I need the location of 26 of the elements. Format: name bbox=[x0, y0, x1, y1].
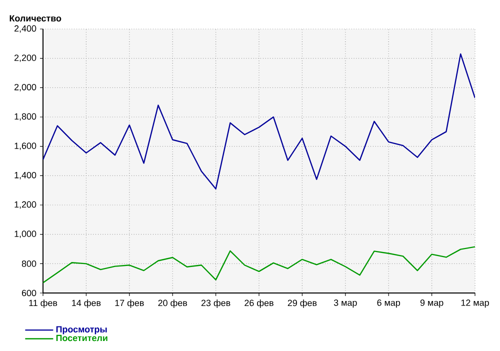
y-tick-label: 800 bbox=[22, 260, 36, 267]
y-tick-label: 1,400 bbox=[14, 172, 36, 180]
y-tick-label: 1,800 bbox=[14, 113, 36, 121]
x-tick-label: 23 фев bbox=[201, 300, 230, 308]
line-series bbox=[43, 246, 476, 284]
y-tick-label: 1,000 bbox=[14, 230, 36, 238]
x-tick-label: 12 мар bbox=[461, 300, 489, 308]
y-tick-label: 600 bbox=[22, 290, 36, 296]
x-tick-label: 14 фев bbox=[72, 300, 101, 308]
x-tick-label: 3 мар bbox=[334, 300, 357, 308]
x-tick-label: 29 фев bbox=[288, 300, 317, 308]
y-axis-title: Количество bbox=[10, 15, 62, 22]
x-tick-label: 6 мар bbox=[377, 300, 400, 308]
y-tick-label: 2,000 bbox=[14, 84, 36, 92]
y-tick-label: 1,600 bbox=[14, 142, 36, 150]
y-tick-label: 2,400 bbox=[14, 25, 36, 33]
x-tick-label: 20 фев bbox=[158, 300, 188, 308]
x-tick-label: 26 фев bbox=[244, 300, 274, 308]
y-tick-label: 1,200 bbox=[14, 201, 36, 209]
x-tick-label: 9 мар bbox=[420, 300, 444, 308]
x-tick-label: 11 фев bbox=[29, 300, 58, 308]
line-series bbox=[43, 53, 476, 190]
legend-label: Просмотры bbox=[56, 326, 107, 334]
legend-label: Посетители bbox=[56, 334, 108, 342]
y-tick-label: 2,200 bbox=[14, 54, 36, 62]
x-tick-label: 17 фев bbox=[115, 300, 144, 308]
